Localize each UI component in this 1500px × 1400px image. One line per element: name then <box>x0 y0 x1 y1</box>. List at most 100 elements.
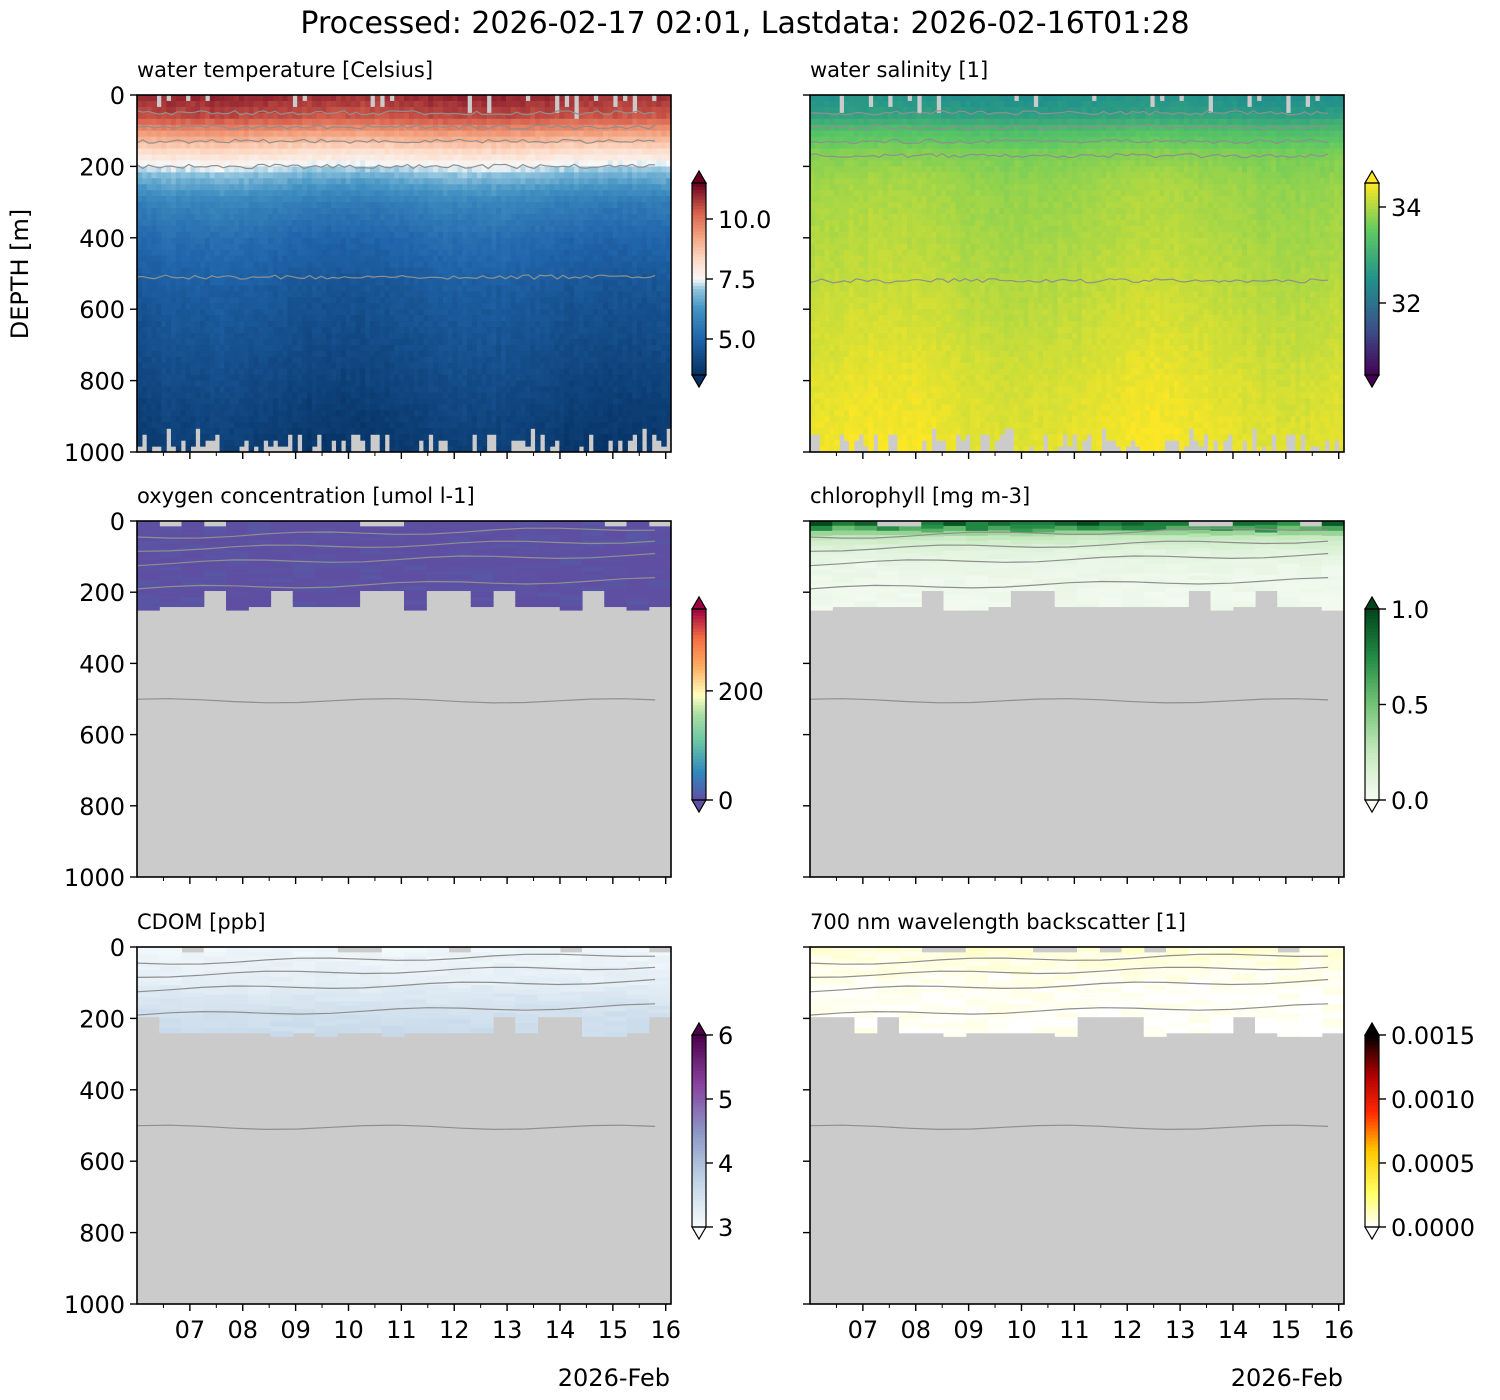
heatmap-cell <box>287 386 293 394</box>
heatmap-cell <box>510 95 517 102</box>
heatmap-cell <box>302 166 308 173</box>
heatmap-cell <box>447 196 454 203</box>
heatmap-cell <box>539 404 546 411</box>
heatmap-cell <box>535 321 541 328</box>
heatmap-cell <box>350 410 357 417</box>
heatmap-cell <box>539 95 546 102</box>
heatmap-cell <box>268 380 274 388</box>
heatmap-cell <box>161 100 167 108</box>
heatmap-cell <box>156 166 162 173</box>
heatmap-cell <box>491 255 497 263</box>
heatmap-cell <box>292 309 298 316</box>
heatmap-cell <box>297 273 303 281</box>
heatmap-cell <box>437 261 444 269</box>
heatmap-cell <box>520 315 526 322</box>
heatmap-cell <box>423 285 429 292</box>
heatmap-cell <box>311 112 318 120</box>
heatmap-cell <box>535 285 541 292</box>
heatmap-cell <box>258 225 264 233</box>
heatmap-cell <box>360 374 366 382</box>
heatmap-cell <box>452 225 458 233</box>
heatmap-cell <box>413 237 420 245</box>
heatmap-cell <box>311 285 318 292</box>
heatmap-cell <box>505 154 512 162</box>
heatmap-cell <box>137 255 143 263</box>
heatmap-cell <box>263 261 269 269</box>
heatmap-cell <box>384 142 391 150</box>
heatmap-cell <box>486 130 492 138</box>
heatmap-cell <box>204 172 211 179</box>
heatmap-cell <box>166 315 172 322</box>
heatmap-cell <box>399 202 405 209</box>
heatmap-cell <box>258 422 264 429</box>
heatmap-cell <box>535 344 541 352</box>
heatmap-cell <box>336 202 342 209</box>
heatmap-cell <box>379 410 386 417</box>
heatmap-cell <box>209 279 216 286</box>
heatmap-cell <box>326 446 332 452</box>
heatmap-cell <box>263 208 269 215</box>
heatmap-cell <box>272 327 279 334</box>
heatmap-cell <box>345 380 352 388</box>
heatmap-cell <box>423 237 429 245</box>
heatmap-cell <box>408 112 415 120</box>
heatmap-cell <box>277 225 284 233</box>
heatmap-cell <box>297 106 303 114</box>
heatmap-cell <box>180 386 187 394</box>
heatmap-cell <box>471 112 478 120</box>
heatmap-cell <box>340 386 347 394</box>
heatmap-cell <box>501 154 507 162</box>
heatmap-cell <box>170 172 177 179</box>
heatmap-cell <box>277 398 284 405</box>
heatmap-cell <box>418 344 425 352</box>
heatmap-cell <box>379 404 386 411</box>
heatmap-cell <box>321 368 327 376</box>
heatmap-cell <box>185 225 191 233</box>
heatmap-cell <box>530 297 536 304</box>
heatmap-cell <box>248 333 255 340</box>
heatmap-cell <box>302 190 308 197</box>
heatmap-cell <box>360 184 366 191</box>
heatmap-cell <box>423 148 429 156</box>
heatmap-cell <box>374 219 381 227</box>
heatmap-cell <box>389 190 395 197</box>
heatmap-cell <box>258 267 264 275</box>
heatmap-cell <box>258 243 264 251</box>
heatmap-cell <box>544 100 551 108</box>
heatmap-cell <box>287 112 293 120</box>
heatmap-cell <box>195 267 201 275</box>
heatmap-cell <box>316 368 323 376</box>
heatmap-cell <box>544 231 551 239</box>
heatmap-field <box>137 95 671 452</box>
heatmap-cell <box>496 291 502 298</box>
heatmap-cell <box>471 219 478 227</box>
heatmap-cell <box>190 392 196 400</box>
heatmap-cell <box>200 208 206 215</box>
heatmap-cell <box>161 315 167 322</box>
heatmap-cell <box>365 440 371 447</box>
heatmap-cell <box>433 428 439 435</box>
heatmap-cell <box>501 202 507 209</box>
heatmap-cell <box>340 416 347 423</box>
heatmap-cell <box>384 106 391 114</box>
heatmap-cell <box>238 190 245 197</box>
heatmap-cell <box>219 309 225 316</box>
heatmap-cell <box>467 148 473 156</box>
heatmap-cell <box>321 208 327 215</box>
heatmap-cell <box>175 225 182 233</box>
heatmap-cell <box>200 410 206 417</box>
heatmap-cell <box>457 404 463 411</box>
heatmap-cell <box>219 255 225 263</box>
heatmap-cell <box>428 184 434 191</box>
heatmap-cell <box>413 392 420 400</box>
heatmap-cell <box>389 237 395 245</box>
heatmap-cell <box>355 219 361 227</box>
heatmap-cell <box>360 333 366 340</box>
heatmap-cell <box>496 404 502 411</box>
heatmap-cell <box>277 214 284 221</box>
heatmap-cell <box>399 350 405 358</box>
heatmap-cell <box>413 148 420 156</box>
heatmap-cell <box>146 344 153 352</box>
heatmap-cell <box>185 267 191 275</box>
heatmap-cell <box>277 106 284 114</box>
